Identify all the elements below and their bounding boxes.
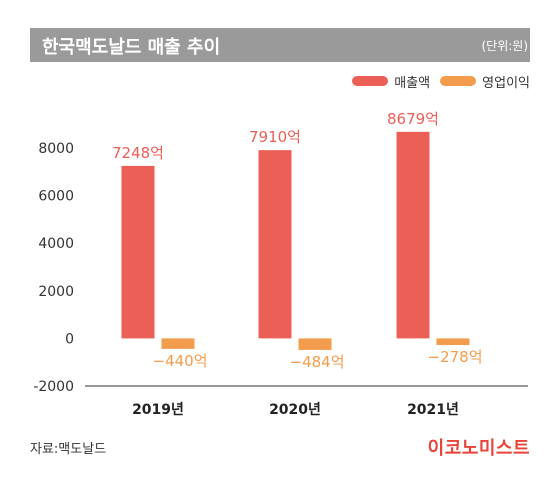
y-tick-label: 2000: [38, 284, 74, 300]
source-note: 자료:맥도날드: [30, 442, 107, 457]
y-tick-label: 6000: [38, 189, 74, 205]
y-tick-label: 4000: [38, 236, 74, 252]
revenue-bar: [121, 165, 155, 339]
revenue-data-label: 8679억: [387, 110, 439, 128]
legend-label-operating-profit: 영업이익: [482, 75, 530, 91]
operating-profit-data-label: −440억: [153, 352, 208, 370]
y-tick-label: 8000: [38, 141, 74, 157]
legend-swatch-revenue: [352, 76, 389, 86]
unit-label: (단위:원): [481, 39, 528, 53]
legend-swatch-operating-profit: [440, 76, 477, 86]
legend-item-revenue: 매출액: [352, 72, 430, 91]
y-tick-label: 0: [65, 331, 74, 347]
revenue-data-label: 7248억: [112, 144, 164, 162]
title-bar: 한국맥도날드 매출 추이 (단위:원): [30, 28, 530, 62]
x-tick-label: 2019년: [132, 402, 184, 418]
brand-logo: 이코노미스트: [427, 438, 530, 459]
x-tick-label: 2021년: [407, 402, 459, 418]
y-tick-label: -2000: [33, 379, 74, 395]
legend-label-revenue: 매출액: [394, 75, 431, 91]
chart-title: 한국맥도날드 매출 추이: [42, 37, 221, 58]
legend-item-operating-profit: 영업이익: [440, 72, 530, 91]
revenue-bar: [396, 131, 430, 339]
operating-profit-data-label: −278억: [428, 348, 483, 366]
revenue-bar: [258, 150, 292, 339]
operating-profit-bar: [436, 338, 470, 346]
revenue-data-label: 7910억: [249, 128, 301, 146]
operating-profit-data-label: −484억: [290, 353, 345, 371]
operating-profit-bar: [161, 338, 195, 349]
legend: 매출액 영업이익: [352, 72, 530, 91]
operating-profit-bar: [298, 338, 332, 350]
x-tick-label: 2020년: [269, 402, 321, 418]
